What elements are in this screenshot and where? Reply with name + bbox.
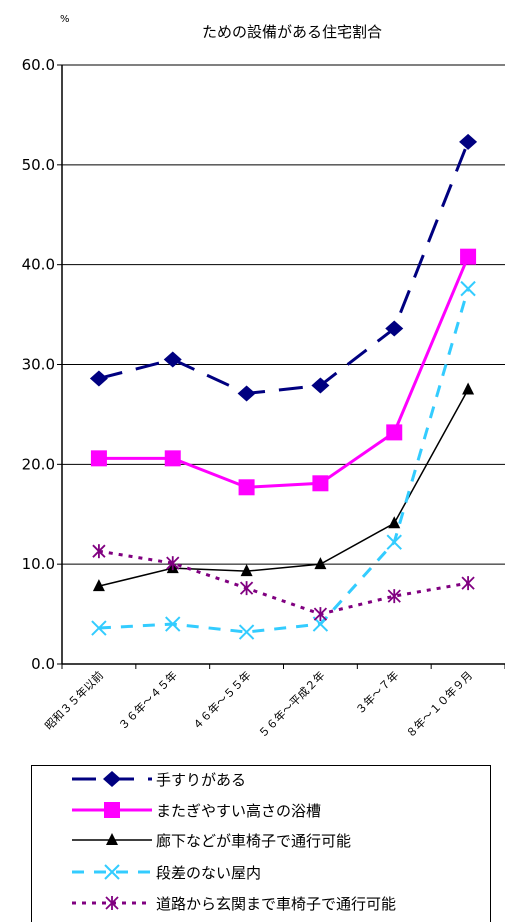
x-tick-label-1: ３６年～４５年 [116,668,180,732]
x-tick-label-4: ３年～７年 [353,668,402,717]
series-1 [90,248,477,496]
gridlines [62,64,505,565]
x-tick-label-5: ８年～１０年９月 [403,668,475,740]
point-3-5 [460,280,476,297]
point-0-5 [459,133,478,150]
legend-swatch-marker-1 [104,802,120,818]
series-3 [91,280,476,640]
legend-swatch-marker-0 [103,771,121,787]
point-1-3 [312,475,329,492]
y-tick-label-0: 0.0 [31,655,55,673]
point-2-3 [314,557,327,570]
point-3-4 [386,534,402,550]
legend-label-3: 段差のない屋内 [156,864,261,882]
point-1-1 [164,450,181,467]
point-4-1 [166,556,180,571]
point-0-1 [163,351,182,368]
point-3-1 [165,616,181,632]
legend-swatch-marker-4 [105,896,119,910]
point-1-2 [238,479,255,496]
y-tick-label-1: 10.0 [22,555,55,573]
legend: 手すりがあるまたぎやすい高さの浴槽廊下などが車椅子で通行可能段差のない屋内道路か… [72,771,396,913]
chart-title: ための設備がある住宅割合 [202,23,382,41]
point-1-5 [460,248,477,265]
unit-label: % [60,14,70,25]
y-axis-ticks: 0.0 10.0 20.0 30.0 40.0 50.0 60.0 [22,56,62,673]
x-tick-label-3: ５６年～平成２年 [255,668,327,740]
y-tick-label-4: 40.0 [22,256,55,274]
series-line-1 [98,256,470,489]
legend-label-0: 手すりがある [156,771,246,789]
point-4-0 [92,544,106,559]
point-4-4 [387,589,401,604]
point-4-5 [461,576,475,591]
x-tick-label-0: 昭和３５年以前 [42,668,106,732]
legend-swatch-marker-3 [104,864,120,880]
point-1-0 [90,450,107,467]
series-line-3 [98,288,470,634]
series-line-2 [98,389,469,587]
x-tick-label-2: ４６年～５５年 [189,668,253,732]
series-line-0 [98,141,470,395]
point-1-4 [386,424,403,441]
point-3-2 [238,624,255,640]
point-2-4 [388,516,401,529]
legend-frame [31,765,491,922]
y-tick-label-2: 20.0 [22,455,55,473]
series-4 [92,544,475,622]
point-2-0 [92,579,105,592]
series-0 [89,133,478,402]
legend-swatch-marker-2 [106,833,118,845]
series-line-4 [98,549,469,616]
y-tick-label-3: 30.0 [22,356,55,374]
point-0-0 [89,370,108,387]
point-0-4 [385,320,404,337]
series-group [89,133,478,640]
point-4-2 [239,581,254,596]
point-0-2 [237,385,256,402]
legend-label-4: 道路から玄関まで車椅子で通行可能 [156,895,396,913]
x-axis-ticks: 昭和３５年以前 ３６年～４５年 ４６年～５５年 ５６年～平成２年 ３年～７年 ８年～１０年… [42,664,505,740]
point-3-0 [91,620,107,636]
y-tick-label-5: 50.0 [22,156,55,174]
point-2-5 [462,382,475,395]
y-tick-label-6: 60.0 [22,56,55,74]
point-2-2 [240,564,253,577]
point-0-3 [311,377,330,394]
legend-label-2: 廊下などが車椅子で通行可能 [156,832,351,850]
legend-label-1: またぎやすい高さの浴槽 [156,802,321,820]
point-4-3 [313,607,328,622]
